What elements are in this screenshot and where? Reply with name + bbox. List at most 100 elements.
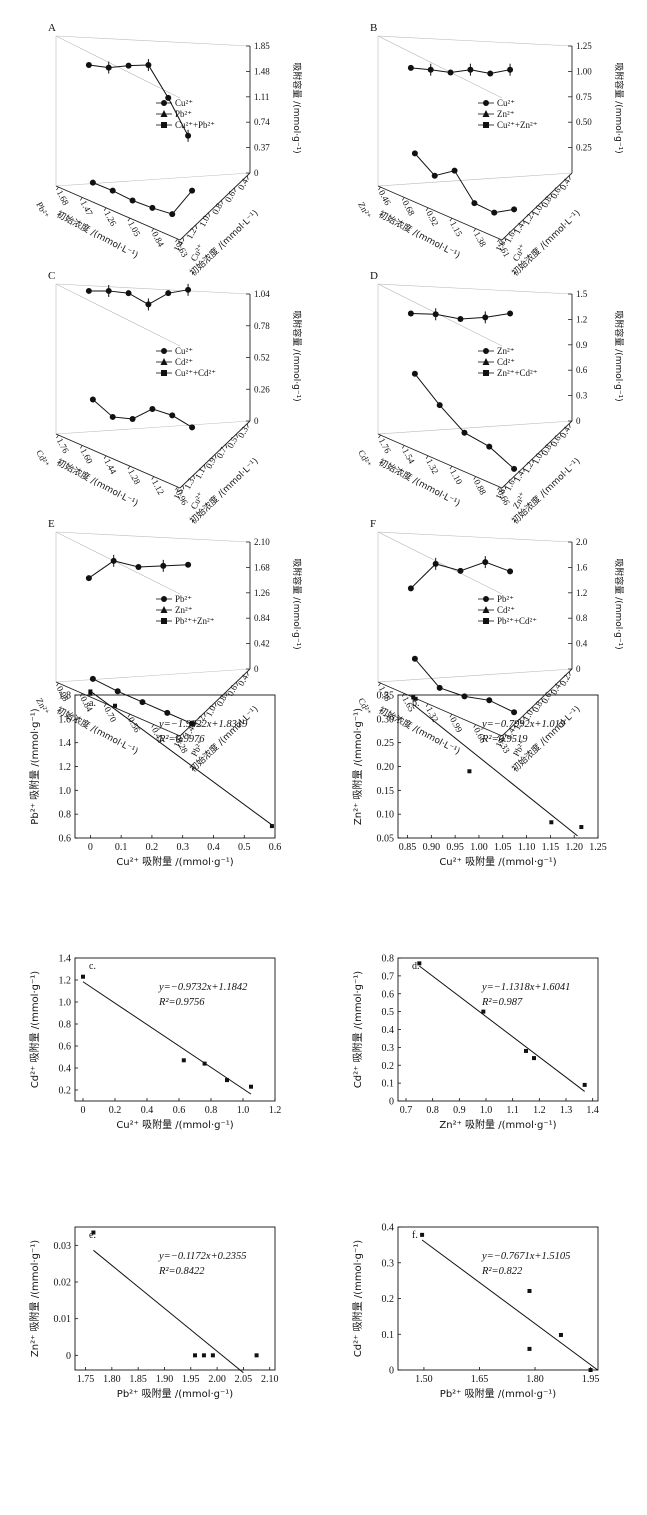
- legend-marker-square: [483, 618, 489, 624]
- legend-label: Cu²⁺+Pb²⁺: [175, 120, 215, 130]
- y-tick-label: 0: [389, 1366, 394, 1377]
- legend-label: Cd²⁺: [497, 605, 515, 615]
- x-tick: [449, 713, 453, 718]
- legend-label: Zn²⁺: [497, 346, 515, 356]
- y-tick-label: 0.8: [214, 693, 228, 708]
- z-axis-title: 吸附容量 /(mmol·g⁻¹): [613, 62, 625, 153]
- x-tick-label: 0.4: [141, 1105, 154, 1116]
- y-tick-label: 0.8: [539, 442, 553, 457]
- data-point-mixed: [511, 709, 518, 716]
- x-tick: [56, 186, 59, 191]
- back-edge: [377, 172, 573, 187]
- data-point: [481, 1009, 486, 1014]
- y-tick-label: 0.3: [236, 424, 250, 439]
- legend-marker-square: [483, 370, 489, 376]
- y-tick: [246, 175, 249, 180]
- data-point-single: [165, 290, 172, 297]
- y-tick-label: 0.2: [382, 1294, 395, 1305]
- data-point-mixed: [411, 370, 418, 377]
- x-tick-label: 1.2: [269, 1105, 282, 1116]
- x-tick-label: 0: [81, 1105, 86, 1116]
- x-tick: [425, 455, 429, 460]
- x-tick: [378, 434, 381, 439]
- back-edge: [55, 283, 251, 295]
- plot-frame: [74, 957, 276, 1102]
- fit-line: [90, 690, 273, 826]
- back-edge: [55, 35, 251, 47]
- y-tick-label: 1.2: [193, 714, 207, 729]
- y-tick-label: 0.01: [54, 1314, 72, 1325]
- y-tick-label: 1.0: [530, 451, 544, 466]
- y-tick-label: 0.3: [382, 1043, 395, 1054]
- y-tick: [225, 692, 228, 697]
- y-tick: [236, 681, 238, 687]
- x-tick: [175, 486, 178, 491]
- z-tick-label: 0.50: [576, 117, 592, 127]
- panel-label: c.: [89, 961, 96, 972]
- data-point-single: [487, 70, 494, 77]
- y-tick-label: 0.15: [377, 786, 395, 797]
- y-tick: [559, 432, 562, 437]
- y-tick-label: 1.6: [503, 229, 517, 244]
- data-point-single: [507, 310, 514, 317]
- fit-equation: y=−1.9022x+1.8319: [158, 719, 248, 730]
- data-point: [88, 689, 93, 694]
- z-tick-label: 0.3: [576, 391, 588, 401]
- data-point-mixed: [129, 197, 136, 204]
- fit-line: [93, 1249, 244, 1374]
- x-axis-title: Cu²⁺ 吸附量 /(mmol·g⁻¹): [439, 855, 556, 868]
- data-point-mixed: [149, 204, 156, 211]
- y-tick-label: 0.1: [382, 1079, 395, 1090]
- data-point-mixed: [461, 693, 468, 700]
- x-tick-label: 0.2: [109, 1105, 122, 1116]
- data-point-single: [185, 132, 192, 139]
- x-tick: [497, 734, 500, 739]
- y-tick: [550, 441, 553, 446]
- x-tick-label: 0.2: [146, 842, 159, 853]
- y-tick-label: 1.0: [197, 213, 211, 228]
- y-axis-title: 初始浓度 /(mmol·L⁻¹): [509, 455, 583, 527]
- fit-equation: y=−1.1318x+1.6041: [481, 982, 570, 993]
- y-tick: [233, 187, 236, 193]
- data-point-mixed: [486, 697, 493, 704]
- y-tick-label: 0.4: [558, 176, 572, 191]
- y-tick: [559, 184, 562, 189]
- y-tick-label: 0.4: [59, 1064, 72, 1075]
- x-axis-title: 初始浓度 /(mmol·L⁻¹): [55, 208, 141, 261]
- y-tick-label: 0.1: [382, 1330, 395, 1341]
- data-point: [588, 1368, 593, 1372]
- x-tick: [127, 713, 131, 718]
- x-tick-label: 1.0: [480, 1105, 493, 1116]
- data-point-single: [85, 287, 92, 294]
- chart-A: A 0 0.37 0.74 1.11 1.48 1.85 吸附容量 /(mmol·g⁻¹) 1.…: [34, 22, 303, 279]
- x-tick-label: 1.1: [506, 1105, 519, 1116]
- y-axis-title: Zn²⁺ 吸附量 /(mmol·g⁻¹): [28, 1240, 41, 1357]
- x-axis-title: 初始浓度 /(mmol·L⁻¹): [377, 208, 463, 261]
- y-tick-label: 1.1: [193, 466, 207, 481]
- y-tick: [532, 210, 534, 215]
- data-point-mixed: [109, 187, 116, 194]
- x-tick-label: 1.75: [77, 1374, 95, 1385]
- y-tick-label: 0: [66, 1351, 71, 1362]
- x-tick: [401, 197, 405, 201]
- z-tick-label: 0.8: [576, 613, 588, 623]
- z-tick-label: 1.2: [576, 314, 587, 324]
- y-tick-label: 0.8: [539, 194, 553, 209]
- y-tick-label: 1.0: [59, 786, 72, 797]
- y-tick: [522, 715, 525, 720]
- legend-marker-triangle: [160, 110, 168, 117]
- data-point-single: [110, 557, 117, 564]
- data-point-single: [125, 62, 132, 69]
- data-point-mixed: [149, 405, 156, 412]
- x-tick-label: 1.80: [526, 1374, 544, 1385]
- x-tick: [56, 682, 59, 687]
- x-tick-label: 1.15: [542, 842, 560, 853]
- data-point-mixed: [129, 415, 136, 422]
- y-tick-label: 0.8: [210, 201, 224, 216]
- y-tick: [513, 476, 516, 481]
- panel-label: D: [370, 270, 378, 282]
- panel-label: b.: [412, 698, 420, 709]
- y-tick-label: 0.05: [377, 834, 395, 845]
- y-tick: [504, 733, 507, 738]
